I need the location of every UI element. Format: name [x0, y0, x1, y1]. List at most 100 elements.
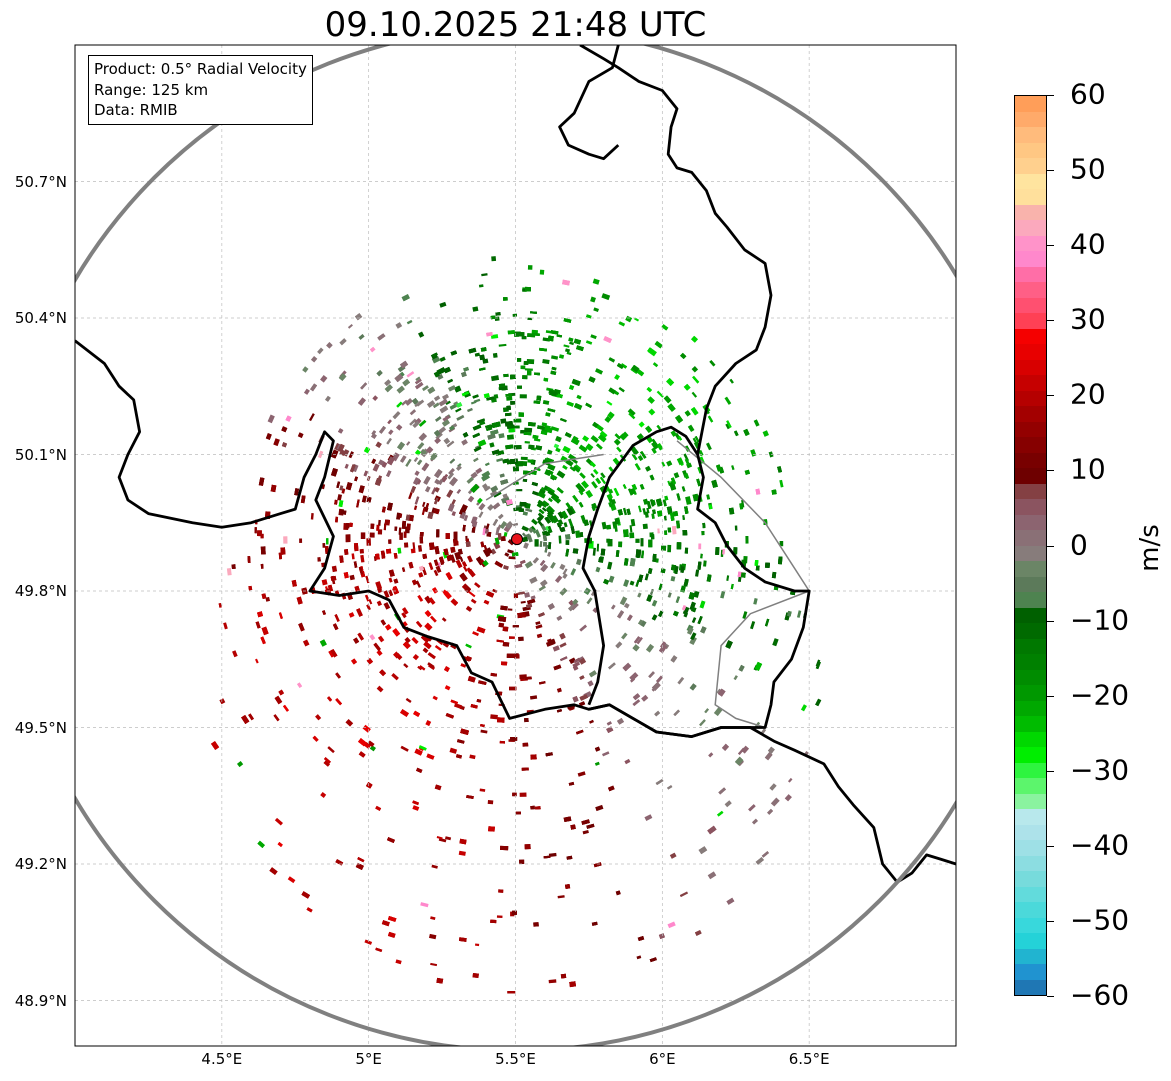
- echo-gate: [687, 627, 694, 635]
- echo-gate: [587, 680, 594, 687]
- echo-gate: [660, 641, 667, 649]
- echo-gate: [641, 550, 644, 559]
- colorbar-segment: [1015, 173, 1046, 189]
- echo-gate: [538, 585, 546, 592]
- echo-gate: [565, 548, 570, 557]
- echo-gate: [691, 606, 697, 613]
- echo-gate: [322, 543, 326, 548]
- colorbar-segment: [1015, 359, 1046, 375]
- echo-gate: [726, 575, 730, 581]
- colorbar-segment: [1015, 669, 1046, 685]
- echo-gate: [414, 400, 422, 408]
- echo-gate: [744, 469, 750, 475]
- echo-gate: [510, 401, 516, 405]
- echo-gate: [223, 622, 228, 630]
- echo-gate: [606, 721, 612, 726]
- echo-gate: [432, 402, 440, 408]
- echo-gate: [604, 416, 612, 423]
- echo-gate: [499, 473, 505, 478]
- echo-gate: [682, 530, 688, 536]
- echo-gate: [623, 579, 630, 587]
- echo-gate: [764, 752, 773, 761]
- echo-gate: [572, 494, 579, 503]
- echo-gate: [606, 493, 613, 500]
- echo-gate: [611, 604, 616, 610]
- echo-gate: [777, 466, 783, 473]
- echo-gate: [618, 541, 623, 548]
- echo-gate: [318, 450, 324, 459]
- echo-gate: [479, 788, 486, 792]
- echo-gate: [404, 637, 411, 644]
- echo-gate: [248, 713, 254, 721]
- echo-gate: [493, 394, 499, 399]
- echo-gate: [708, 504, 713, 510]
- echo-gate: [492, 518, 499, 526]
- echo-gate: [541, 507, 547, 512]
- echo-gate: [520, 600, 526, 604]
- echo-gate: [715, 547, 720, 555]
- echo-gate: [460, 728, 469, 735]
- echo-gate: [357, 632, 364, 641]
- echo-gate: [675, 414, 684, 424]
- colorbar-segment: [1015, 840, 1046, 856]
- colorbar-tick: [1047, 770, 1054, 772]
- echo-gate: [734, 430, 739, 437]
- echo-gate: [399, 532, 403, 540]
- lat-tick-label: 49.2°N: [14, 855, 67, 873]
- echo-gate: [447, 503, 455, 512]
- echo-gate: [497, 616, 507, 622]
- echo-gate: [373, 642, 381, 651]
- echo-gate: [449, 404, 457, 410]
- echo-gate: [433, 559, 439, 566]
- echo-gate: [514, 563, 523, 569]
- echo-gate: [300, 495, 306, 504]
- lat-tick-label: 50.4°N: [14, 309, 67, 327]
- echo-gate: [579, 472, 586, 479]
- echo-gate: [565, 459, 574, 467]
- echo-gate: [400, 709, 409, 717]
- echo-gate: [310, 355, 318, 363]
- echo-gate: [539, 541, 543, 547]
- echo-gate: [349, 574, 355, 581]
- echo-gate: [470, 400, 477, 405]
- echo-gate: [647, 347, 655, 355]
- echo-gate: [455, 754, 462, 759]
- colorbar-segment: [1015, 762, 1046, 778]
- echo-gate: [608, 466, 614, 472]
- colorbar-segment: [1015, 871, 1046, 887]
- echo-gate: [752, 818, 758, 825]
- echo-gate: [594, 761, 600, 766]
- echo-gate: [656, 443, 664, 451]
- echo-gate: [438, 398, 448, 407]
- radar-site-layer: [510, 533, 523, 546]
- echo-gate: [636, 955, 642, 960]
- echo-gate: [651, 682, 661, 691]
- echo-gate: [449, 747, 458, 754]
- echo-gate: [401, 399, 408, 406]
- echo-gate: [334, 614, 340, 622]
- echo-gate: [341, 488, 346, 494]
- echo-gate: [504, 552, 510, 557]
- echo-gate: [607, 539, 613, 547]
- echo-gate: [520, 456, 528, 461]
- colorbar-segment: [1015, 452, 1046, 468]
- echo-gate: [308, 413, 315, 422]
- colorbar-segment: [1015, 127, 1046, 143]
- echo-gate: [579, 675, 585, 680]
- echo-gate: [706, 442, 712, 451]
- echo-gate: [406, 319, 413, 325]
- echo-gate: [412, 805, 420, 811]
- echo-gate: [375, 947, 383, 952]
- echo-gate: [592, 421, 599, 428]
- echo-gate: [383, 523, 387, 531]
- echo-gate: [379, 669, 386, 677]
- echo-gate: [317, 347, 324, 355]
- echo-gate: [764, 618, 770, 627]
- echo-gate: [684, 472, 690, 480]
- echo-gate: [523, 542, 529, 549]
- echo-gate: [731, 465, 735, 471]
- lon-tick-label: 5°E: [355, 1050, 382, 1068]
- echo-gate: [636, 433, 644, 441]
- colorbar-segment: [1015, 638, 1046, 654]
- echo-gate: [566, 506, 575, 516]
